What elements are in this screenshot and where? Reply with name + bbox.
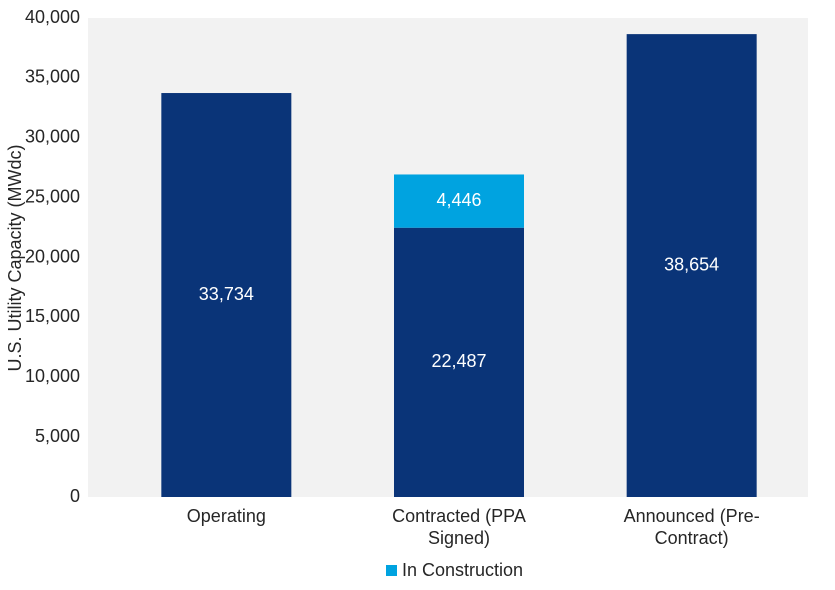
- y-tick-label: 0: [70, 486, 80, 506]
- y-tick-label: 20,000: [25, 246, 80, 266]
- y-tick-label: 25,000: [25, 186, 80, 206]
- y-axis-title: U.S. Utility Capacity (MWdc): [5, 144, 25, 371]
- data-label: 38,654: [664, 254, 719, 274]
- data-label: 33,734: [199, 284, 254, 304]
- x-tick-label: Announced (Pre-Contract): [623, 506, 760, 548]
- y-tick-label: 10,000: [25, 366, 80, 386]
- data-label: 22,487: [431, 351, 486, 371]
- y-tick-label: 30,000: [25, 127, 80, 147]
- bar-segment: [394, 174, 524, 228]
- y-tick-label: 40,000: [25, 7, 80, 27]
- legend-swatch: [386, 565, 397, 576]
- bar-segment: [626, 34, 757, 498]
- y-tick-label: 15,000: [25, 306, 80, 326]
- x-tick-label: Operating: [186, 506, 266, 526]
- x-tick-label: Contracted (PPA Signed): [392, 506, 526, 548]
- y-tick-label: 5,000: [35, 426, 80, 446]
- data-label: 4,446: [436, 190, 481, 210]
- bar-segment: [161, 93, 292, 498]
- bar-segment: [394, 227, 524, 497]
- legend-label: In Construction: [402, 560, 523, 580]
- y-tick-label: 35,000: [25, 67, 80, 87]
